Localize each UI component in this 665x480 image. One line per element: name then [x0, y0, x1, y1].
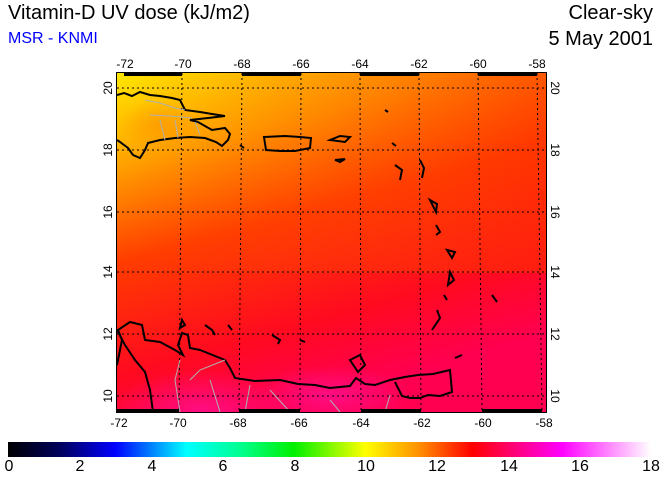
coastlines [117, 90, 498, 412]
map-title: Vitamin-D UV dose (kJ/m2) [8, 2, 250, 24]
lon-tick: -66 [292, 57, 310, 71]
lat-tick: 14 [101, 265, 115, 279]
colorbar-tick: 16 [571, 458, 589, 475]
lat-tick: 18 [101, 143, 115, 157]
frame-ticks [117, 72, 542, 413]
graticule [117, 73, 546, 412]
lon-tick: -60 [474, 416, 492, 430]
lat-tick: 20 [548, 81, 562, 95]
lon-tick: -64 [351, 57, 369, 71]
lat-tick: 10 [101, 389, 115, 403]
colorbar-tick: 4 [147, 458, 157, 475]
lon-tick: -70 [169, 416, 187, 430]
lat-tick: 12 [101, 327, 115, 341]
borders [144, 99, 391, 412]
lat-labels-left: 20 18 16 14 12 10 [101, 81, 115, 403]
lon-tick: -58 [528, 57, 546, 71]
lat-tick: 10 [548, 389, 562, 403]
lon-tick: -64 [352, 416, 370, 430]
colorbar [8, 442, 651, 457]
lat-tick: 16 [101, 205, 115, 219]
colorbar-tick: 12 [428, 458, 446, 475]
lat-tick: 12 [548, 327, 562, 341]
lon-tick: -60 [469, 57, 487, 71]
lat-labels-right: 20 18 16 14 12 10 [548, 81, 562, 403]
colorbar-tick: 0 [4, 458, 14, 475]
lon-tick: -62 [413, 416, 431, 430]
lon-tick: -58 [535, 416, 553, 430]
lat-tick: 16 [548, 205, 562, 219]
lat-tick: 18 [548, 143, 562, 157]
lon-tick: -72 [110, 416, 128, 430]
source-label: MSR - KNMI [8, 30, 98, 47]
colorbar-tick: 6 [218, 458, 228, 475]
lon-tick: -68 [233, 57, 251, 71]
lat-tick: 14 [548, 265, 562, 279]
date-label: 5 May 2001 [548, 28, 653, 50]
lon-tick: -66 [290, 416, 308, 430]
lon-tick: -72 [116, 57, 134, 71]
lon-tick: -70 [174, 57, 192, 71]
colorbar-tick: 14 [500, 458, 518, 475]
lon-labels-top: -72 -70 -68 -66 -64 -62 -60 -58 [116, 57, 546, 71]
lon-tick: -68 [229, 416, 247, 430]
lat-tick: 20 [101, 81, 115, 95]
dose-field [117, 73, 546, 412]
colorbar-tick: 10 [357, 458, 375, 475]
colorbar-tick: 8 [290, 458, 300, 475]
map-frame [116, 72, 547, 413]
sky-condition-label: Clear-sky [568, 2, 653, 24]
lon-labels-bottom: -72 -70 -68 -66 -64 -62 -60 -58 [110, 416, 553, 430]
colorbar-tick: 2 [75, 458, 85, 475]
colorbar-tick: 18 [642, 458, 660, 475]
lon-tick: -62 [410, 57, 428, 71]
